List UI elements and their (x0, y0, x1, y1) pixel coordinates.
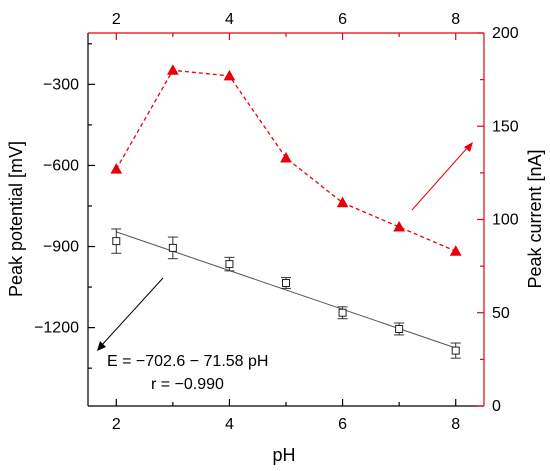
peak-potential-point (338, 308, 347, 317)
x-top-tick-label: 8 (451, 11, 460, 28)
axes-group: 2 2 4 4 6 6 8 8 −300 −600 −900 −1200 0 50 100 150 200 (34, 11, 519, 433)
peak-potential-point (451, 346, 460, 355)
right-axis-arrow-head (464, 142, 473, 152)
y-right-tick-label: 200 (492, 25, 519, 42)
peak-potential-point (112, 237, 121, 246)
arrows-group (97, 142, 473, 351)
y-left-tick-label: −300 (43, 76, 79, 93)
peak-current-point (393, 220, 405, 232)
y-right-axis-title: Peak current [nA] (525, 149, 545, 288)
left-axis-arrow-shaft (100, 277, 164, 347)
x-bottom-tick-label: 6 (338, 416, 347, 433)
peak-current-point (280, 151, 292, 163)
y-left-tick-label: −900 (43, 239, 79, 256)
y-right-tick-label: 150 (492, 118, 519, 135)
y-left-tick-label: −600 (43, 157, 79, 174)
peak-potential-point (225, 260, 234, 269)
peak-potential-point (168, 243, 177, 252)
series-peak-potential-group (111, 228, 461, 359)
peak-current-point (110, 163, 123, 174)
y-right-tick-label: 100 (492, 212, 519, 229)
x-top-tick-label: 2 (112, 11, 121, 28)
fit-r-label: r = −0.990 (151, 376, 224, 393)
peak-current-point (336, 196, 349, 208)
x-bottom-tick-label: 2 (112, 416, 121, 433)
peak-potential-point (282, 279, 290, 288)
y-left-tick-label: −1200 (34, 320, 79, 337)
y-right-tick-label: 0 (492, 398, 501, 415)
peak-current-point (449, 245, 462, 256)
fit-equation-label: E = −702.6 − 71.58 pH (107, 353, 268, 370)
peak-current-point (223, 69, 236, 81)
right-axis-arrow-shaft (411, 146, 469, 211)
peak-current-point (167, 64, 179, 75)
peak-potential-point (395, 324, 404, 333)
x-axis-title: pH (272, 445, 295, 465)
y-right-tick-label: 50 (492, 305, 510, 322)
x-bottom-tick-label: 8 (451, 416, 460, 433)
y-left-axis-title: Peak potential [mV] (6, 141, 26, 297)
x-bottom-tick-label: 4 (225, 416, 234, 433)
x-top-tick-label: 6 (338, 11, 347, 28)
left-axis-arrow-head (97, 341, 106, 351)
x-top-tick-label: 4 (225, 11, 234, 28)
series-peak-current-group (110, 64, 462, 256)
